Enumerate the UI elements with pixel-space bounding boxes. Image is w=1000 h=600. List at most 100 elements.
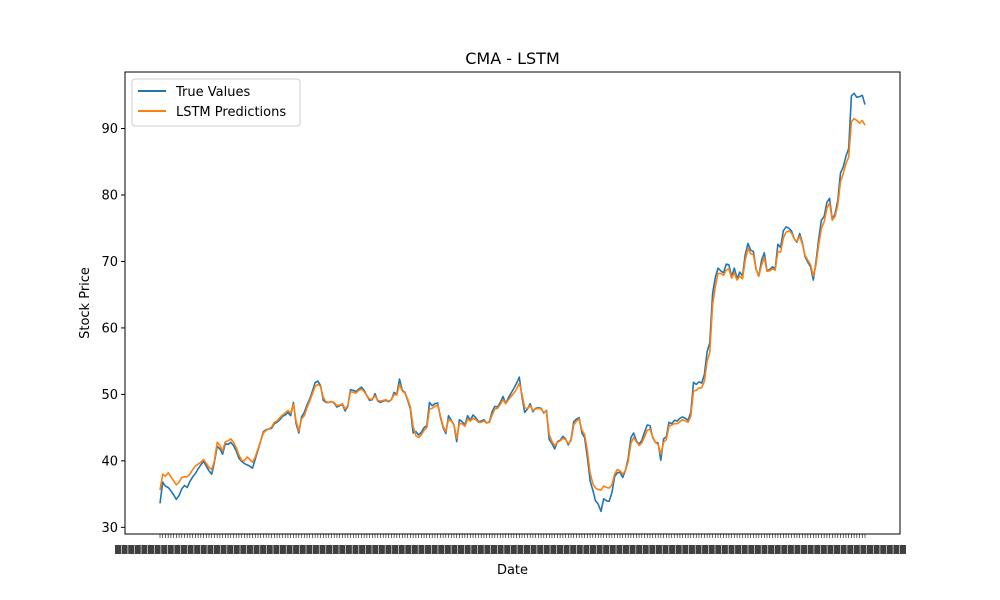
series-line-true-values	[159, 92, 866, 513]
x-tick-label-glyph	[748, 545, 755, 554]
legend-label-lstm-predictions: LSTM Predictions	[176, 105, 286, 120]
y-tick-label: 80	[101, 188, 118, 203]
x-tick-label-glyph	[642, 545, 649, 554]
x-tick-label-glyph	[616, 545, 623, 554]
x-tick-label-glyph	[669, 545, 676, 554]
x-tick-label-glyph	[293, 545, 300, 554]
x-tick-label-glyph	[840, 545, 847, 554]
y-tick-label: 50	[101, 388, 118, 403]
x-tick-label-glyph	[523, 545, 530, 554]
x-tick-label-glyph	[504, 545, 511, 554]
x-tick-label-glyph	[794, 545, 801, 554]
series-layer	[159, 92, 866, 513]
x-tick-label-glyph	[801, 545, 808, 554]
series-line-lstm-predictions	[159, 117, 866, 491]
x-tick-label-glyph	[425, 545, 432, 554]
x-tick-label-glyph	[688, 545, 695, 554]
x-tick-label-glyph	[781, 545, 788, 554]
x-tick-label-glyph	[570, 545, 577, 554]
x-tick-label-glyph	[115, 545, 121, 554]
x-tick-label-glyph	[550, 545, 557, 554]
x-tick-label-glyph	[352, 545, 359, 554]
x-tick-label-glyph	[543, 545, 550, 554]
x-tick-label-glyph	[893, 545, 900, 554]
x-tick-label-glyph	[266, 545, 273, 554]
x-tick-label-glyph	[418, 545, 425, 554]
x-tick-label-glyph	[583, 545, 590, 554]
x-axis-label: Date	[497, 563, 528, 578]
x-tick-label-glyph	[609, 545, 616, 554]
x-tick-label-glyph	[147, 545, 154, 554]
x-tick-label-glyph	[622, 545, 629, 554]
x-tick-label-glyph	[385, 545, 392, 554]
x-tick-label-glyph	[174, 545, 181, 554]
x-tick-label-glyph	[675, 545, 682, 554]
y-tick-label: 60	[101, 321, 118, 336]
x-tick-label-glyph	[180, 545, 187, 554]
x-tick-label-glyph	[708, 545, 715, 554]
x-tick-label-glyph	[629, 545, 636, 554]
x-tick-label-glyph	[636, 545, 643, 554]
x-tick-label-glyph	[873, 545, 880, 554]
x-tick-label-glyph	[286, 545, 293, 554]
x-tick-label-glyph	[491, 545, 498, 554]
x-tick-label-glyph	[411, 545, 418, 554]
x-tick-label-glyph	[768, 545, 775, 554]
x-tick-label-glyph	[312, 545, 319, 554]
x-tick-label-glyph	[279, 545, 286, 554]
x-tick-label-glyph	[458, 545, 465, 554]
x-tick-label-glyph	[484, 545, 491, 554]
x-tick-label-glyph	[477, 545, 484, 554]
x-tick-label-glyph	[655, 545, 662, 554]
x-tick-label-glyph	[299, 545, 306, 554]
x-tick-label-glyph	[761, 545, 768, 554]
x-tick-label-glyph	[372, 545, 379, 554]
y-tick-label: 30	[101, 521, 118, 536]
plot-area-frame	[124, 71, 901, 535]
x-tick-label-glyph	[405, 545, 412, 554]
x-tick-label-glyph	[319, 545, 326, 554]
x-tick-label-glyph	[853, 545, 860, 554]
legend-box	[131, 78, 301, 127]
y-axis-label: Stock Price	[78, 267, 93, 339]
x-tick-label-glyph	[530, 545, 537, 554]
x-tick-label-glyph	[392, 545, 399, 554]
x-tick-label-glyph	[326, 545, 333, 554]
x-tick-label-glyph	[220, 545, 227, 554]
x-tick-label-glyph	[576, 545, 583, 554]
x-tick-label-glyph	[233, 545, 240, 554]
x-tick-label-glyph	[141, 545, 148, 554]
x-tick-label-glyph	[774, 545, 781, 554]
x-tick-label-glyph	[444, 545, 451, 554]
x-tick-label-glyph	[880, 545, 887, 554]
x-tick-label-glyph	[517, 545, 524, 554]
x-tick-label-glyph	[451, 545, 458, 554]
y-tick-label: 90	[101, 122, 118, 137]
x-tick-label-glyph	[867, 545, 874, 554]
x-tick-label-glyph	[787, 545, 794, 554]
legend-label-true-values: True Values	[175, 85, 250, 100]
x-tick-label-glyph	[735, 545, 742, 554]
y-tick-label: 70	[101, 255, 118, 270]
x-tick-label-glyph	[213, 545, 220, 554]
x-tick-label-glyph	[240, 545, 247, 554]
x-tick-label-glyph	[827, 545, 834, 554]
x-tick-label-glyph	[721, 545, 728, 554]
x-tick-label-glyph	[128, 545, 135, 554]
x-tick-label-glyph	[807, 545, 814, 554]
x-tick-label-glyph	[695, 545, 702, 554]
x-tick-label-glyph	[603, 545, 610, 554]
x-tick-label-glyph	[900, 545, 906, 554]
x-tick-label-glyph	[332, 545, 339, 554]
x-tick-label-glyph	[556, 545, 563, 554]
x-tick-label-glyph	[207, 545, 214, 554]
x-tick-label-glyph	[589, 545, 596, 554]
x-tick-label-glyph	[134, 545, 141, 554]
x-tick-label-glyph	[398, 545, 405, 554]
x-tick-label-glyph	[359, 545, 366, 554]
x-tick-label-glyph	[200, 545, 207, 554]
x-tick-label-glyph	[306, 545, 313, 554]
x-tick-label-glyph	[596, 545, 603, 554]
x-tick-label-glyph	[365, 545, 372, 554]
